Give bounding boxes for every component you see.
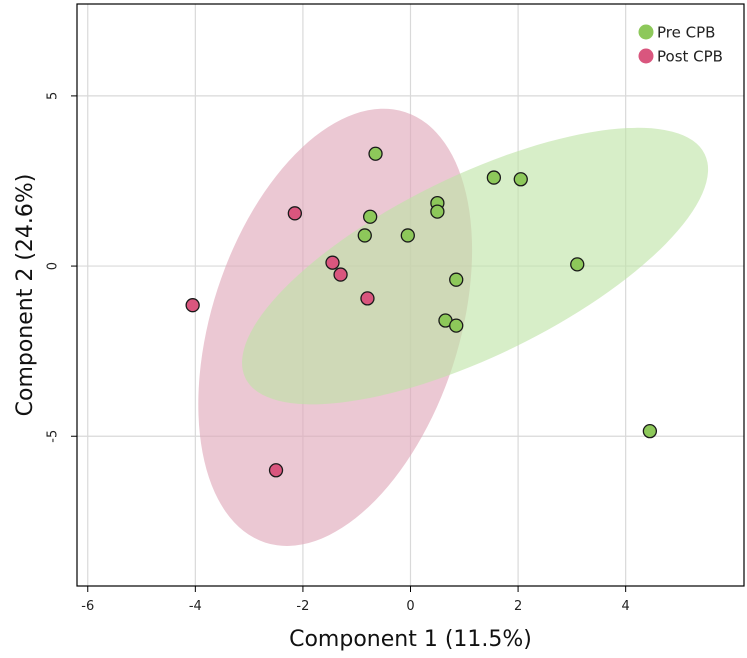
y-axis-title: Component 2 (24.6%) bbox=[13, 174, 38, 417]
point-pre-cpb bbox=[513, 172, 528, 187]
point-pre-cpb bbox=[449, 318, 464, 333]
y-tick-label: 0 bbox=[46, 262, 61, 270]
y-tick-label: -5 bbox=[46, 430, 61, 443]
x-tick-label: 0 bbox=[406, 599, 414, 614]
x-tick-label: -6 bbox=[81, 599, 94, 614]
point-pre-cpb bbox=[430, 204, 445, 219]
legend-label: Post CPB bbox=[657, 48, 723, 66]
point-post-cpb bbox=[325, 255, 340, 270]
point-post-cpb bbox=[360, 291, 375, 306]
x-tick-label: -2 bbox=[296, 599, 309, 614]
point-pre-cpb bbox=[486, 170, 502, 185]
legend: Pre CPB Post CPB bbox=[638, 24, 723, 66]
point-pre-cpb bbox=[400, 228, 415, 243]
x-axis-title: Component 1 (11.5%) bbox=[289, 627, 532, 652]
point-pre-cpb bbox=[570, 257, 585, 272]
point-pre-cpb bbox=[642, 423, 658, 439]
point-pre-cpb bbox=[357, 228, 372, 243]
point-post-cpb bbox=[185, 298, 200, 313]
point-post-cpb bbox=[268, 463, 284, 478]
x-tick-label: -4 bbox=[189, 599, 202, 614]
ellipse-pre-cpb bbox=[242, 127, 709, 405]
legend-swatch bbox=[638, 24, 654, 40]
point-post-cpb bbox=[287, 206, 303, 221]
y-tick-label: 5 bbox=[46, 92, 61, 100]
axis-ticks: -6 -4 -2 0 2 4 -5 0 5 bbox=[46, 92, 630, 614]
x-tick-label: 4 bbox=[622, 599, 630, 614]
point-pre-cpb bbox=[363, 209, 378, 224]
legend-swatch bbox=[638, 48, 654, 64]
point-pre-cpb bbox=[449, 272, 464, 287]
point-pre-cpb bbox=[368, 146, 383, 161]
x-tick-label: 2 bbox=[514, 599, 522, 614]
legend-label: Pre CPB bbox=[657, 24, 715, 42]
point-post-cpb bbox=[333, 267, 348, 282]
confidence-ellipses bbox=[198, 108, 709, 546]
data-points bbox=[185, 146, 658, 478]
